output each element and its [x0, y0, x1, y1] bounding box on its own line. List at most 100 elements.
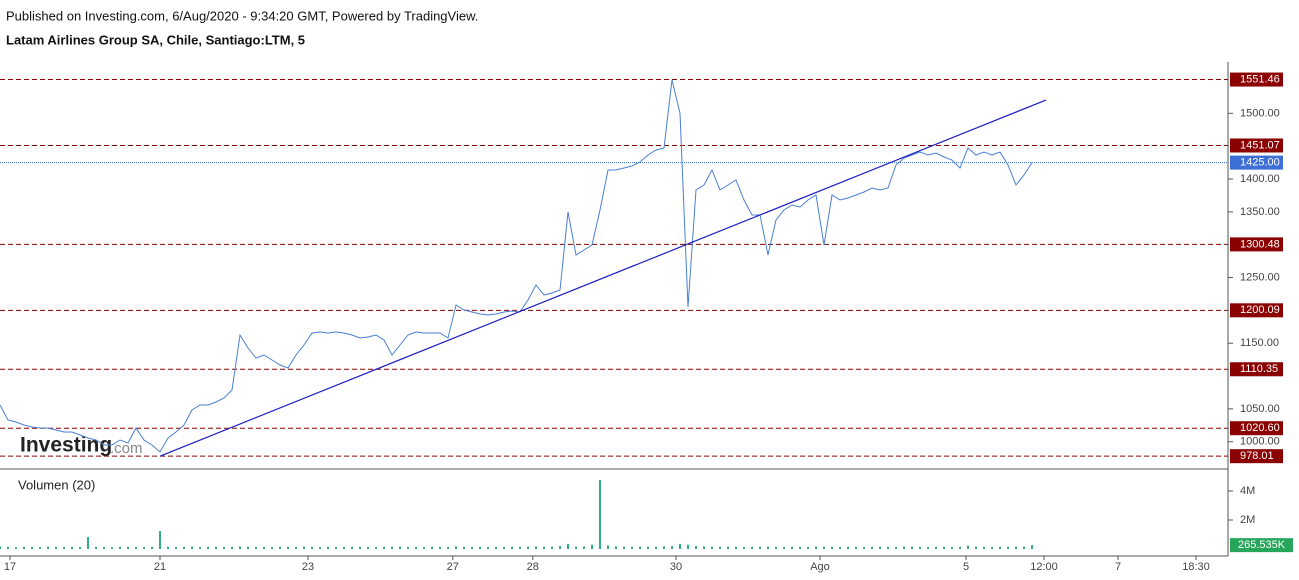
- volume-bar: [159, 531, 161, 549]
- volume-bar: [111, 547, 113, 549]
- volume-bar: [567, 543, 569, 549]
- level-tag: [1230, 138, 1283, 153]
- last-volume-tag: [1230, 538, 1293, 553]
- volume-bar: [791, 546, 793, 549]
- volume-bar: [103, 546, 105, 549]
- volume-bar: [247, 546, 249, 549]
- volume-bar: [367, 546, 369, 549]
- level-label: 1110.35: [1240, 363, 1278, 375]
- volume-bar: [119, 546, 121, 549]
- volume-bar: [855, 546, 857, 549]
- volume-bar: [215, 546, 217, 549]
- volume-bar: [735, 546, 737, 549]
- volume-bar: [863, 546, 865, 549]
- volume-bar: [743, 546, 745, 549]
- volume-bar: [207, 546, 209, 549]
- volume-bar: [383, 546, 385, 549]
- volume-bar: [279, 546, 281, 549]
- volume-bar: [175, 546, 177, 549]
- level-tag: [1230, 72, 1283, 87]
- volume-bar: [359, 546, 361, 549]
- volume-bar: [943, 546, 945, 549]
- y-tick-label: 1050.00: [1240, 403, 1280, 415]
- volume-bar: [1031, 545, 1033, 549]
- volume-bar: [271, 547, 273, 549]
- volume-bar: [239, 546, 241, 549]
- last-price-tag: [1230, 155, 1283, 170]
- volume-bar: [951, 546, 953, 549]
- volume-bar: [223, 546, 225, 549]
- volume-bar: [47, 546, 49, 549]
- volume-bar: [295, 546, 297, 549]
- watermark-main: Investing: [20, 434, 112, 457]
- volume-bar: [551, 546, 553, 549]
- volume-bar: [183, 546, 185, 549]
- volume-bar: [127, 546, 129, 549]
- volume-bar: [879, 546, 881, 549]
- volume-bar: [935, 546, 937, 549]
- y-tick-label: 1500.00: [1240, 107, 1280, 119]
- y-tick-label: 1250.00: [1240, 271, 1280, 283]
- volume-bar: [919, 546, 921, 549]
- x-tick-label: 27: [447, 561, 459, 573]
- volume-bar: [15, 547, 17, 549]
- volume-bar: [767, 546, 769, 549]
- volume-bar: [87, 536, 89, 549]
- x-tick-label: 12:00: [1030, 561, 1058, 573]
- volume-bar: [583, 546, 585, 549]
- volume-bar: [287, 546, 289, 549]
- volume-bar: [887, 546, 889, 549]
- y-tick-label: 1150.00: [1240, 337, 1279, 349]
- level-tag: [1230, 362, 1283, 377]
- level-tag: [1230, 449, 1283, 464]
- volume-bar: [727, 546, 729, 549]
- volume-bar: [495, 546, 497, 549]
- volume-bar: [471, 546, 473, 549]
- volume-bar: [775, 546, 777, 549]
- volume-bar: [1007, 546, 1009, 549]
- volume-bar: [39, 547, 41, 549]
- volume-bar: [623, 546, 625, 549]
- volume-bar: [463, 546, 465, 549]
- volume-bar: [895, 546, 897, 549]
- volume-bar: [655, 546, 657, 549]
- volume-bar: [7, 546, 9, 549]
- level-label: 978.01: [1240, 450, 1274, 462]
- volume-bar: [711, 546, 713, 549]
- volume-bar: [0, 546, 1, 549]
- volume-bar: [639, 546, 641, 549]
- volume-bar: [719, 546, 721, 549]
- last-volume-label: 265.535K: [1238, 539, 1286, 551]
- volume-bar: [351, 546, 353, 549]
- chart-title: Latam Airlines Group SA, Chile, Santiago…: [6, 32, 305, 47]
- volume-bar: [415, 546, 417, 549]
- volume-bar: [447, 546, 449, 549]
- volume-bar: [135, 546, 137, 549]
- x-tick-label: 18:30: [1182, 561, 1210, 573]
- volume-bar: [1023, 546, 1025, 549]
- volume-bar: [199, 547, 201, 549]
- volume-bar: [55, 546, 57, 549]
- volume-bar: [143, 547, 145, 549]
- y-tick-label: 1350.00: [1240, 206, 1280, 218]
- x-tick-label: 5: [963, 561, 969, 573]
- volume-bar: [1015, 546, 1017, 549]
- volume-bar: [615, 546, 617, 549]
- level-label: 1451.07: [1240, 139, 1280, 151]
- volume-bar: [407, 546, 409, 549]
- published-note: Published on Investing.com, 6/Aug/2020 -…: [6, 8, 478, 23]
- volume-bar: [967, 545, 969, 549]
- volume-bar: [991, 546, 993, 549]
- volume-bar: [327, 546, 329, 549]
- y-tick-label: 4M: [1240, 485, 1255, 497]
- volume-bar: [439, 546, 441, 549]
- volume-bar: [959, 546, 961, 549]
- volume-bar: [423, 547, 425, 549]
- volume-bar: [431, 546, 433, 549]
- volume-bar: [519, 546, 521, 549]
- volume-bar: [831, 546, 833, 549]
- volume-bar: [71, 546, 73, 549]
- volume-bar: [263, 546, 265, 549]
- volume-bar: [503, 546, 505, 549]
